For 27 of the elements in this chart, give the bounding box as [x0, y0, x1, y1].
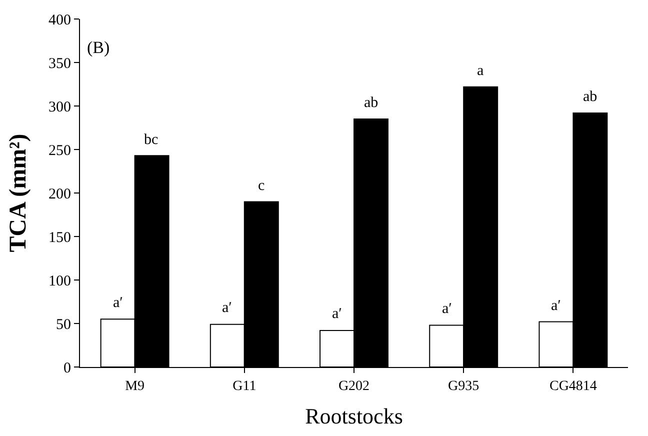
annotation: a′: [222, 300, 232, 316]
y-tick-label: 350: [48, 56, 71, 72]
y-tick-label: 50: [56, 316, 71, 333]
x-tick-label: G11: [232, 378, 256, 394]
annotation: a′: [442, 301, 452, 317]
annotation: bc: [144, 132, 158, 148]
x-axis-title: Rootstocks: [305, 404, 403, 429]
y-tick-label: 100: [48, 273, 71, 290]
y-tick-label: 250: [48, 142, 71, 159]
y-tick-label: 300: [48, 99, 71, 116]
x-tick-label: CG4814: [549, 378, 597, 394]
annotation: a: [477, 63, 484, 79]
x-tick-label: G935: [448, 378, 480, 394]
annotation: a′: [551, 298, 561, 314]
annotation: a′: [113, 295, 123, 311]
annotation: a′: [332, 306, 342, 322]
annotation: c: [258, 178, 265, 194]
y-tick-label: 0: [64, 360, 71, 376]
annotation: ab: [364, 95, 378, 111]
y-tick-label: 150: [48, 230, 71, 246]
annotation: (B): [87, 38, 110, 57]
annotation: ab: [583, 89, 598, 105]
y-tick-label: 400: [48, 12, 71, 28]
y-axis-title: TCA (mm²): [6, 134, 32, 252]
y-tick-label: 200: [48, 186, 71, 202]
x-tick-label: M9: [125, 378, 145, 394]
x-tick-label: G202: [338, 378, 370, 394]
